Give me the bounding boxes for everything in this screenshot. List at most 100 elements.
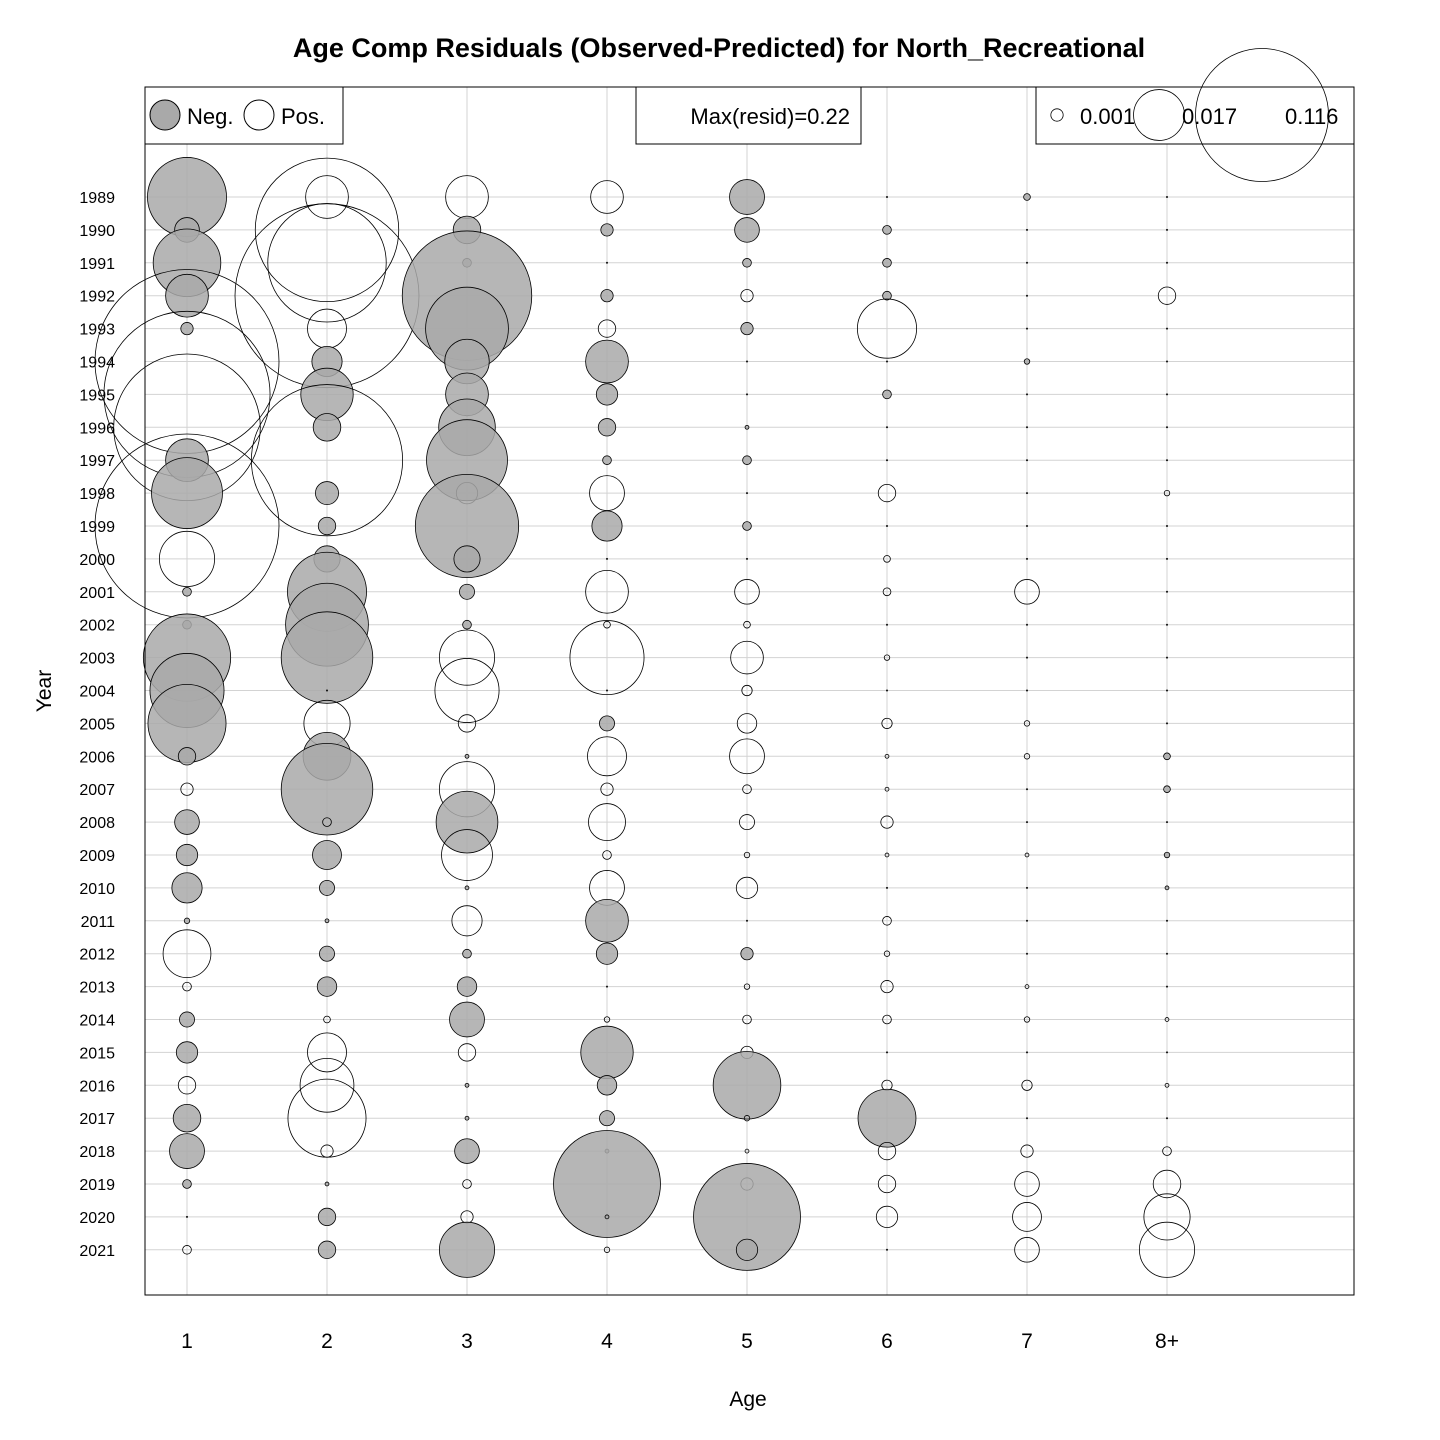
x-tick-label: 5 (741, 1330, 753, 1353)
bubble-positive (1157, 286, 1177, 305)
bubble-positive (886, 426, 889, 429)
bubble-negative (597, 418, 617, 437)
bubble-negative (180, 322, 194, 336)
x-tick-label: 6 (881, 1330, 893, 1353)
bubble-positive (1020, 1144, 1034, 1158)
y-tick-label: 2020 (79, 1210, 115, 1227)
y-tick-label: 2002 (79, 618, 115, 635)
bubble-positive (746, 360, 749, 363)
bubble-positive (1026, 459, 1029, 462)
bubble-negative (456, 976, 478, 997)
bubble-positive (162, 929, 212, 979)
y-tick-label: 2021 (79, 1243, 115, 1260)
bubble-negative (585, 339, 629, 384)
bubble-positive (1014, 1171, 1040, 1197)
bubble-positive (606, 261, 609, 264)
bubble-positive (1026, 393, 1029, 396)
bubble-positive (746, 919, 749, 922)
bubble-positive (1164, 1017, 1170, 1022)
legend-neg-label: Neg. (187, 104, 233, 129)
y-tick-label: 1995 (79, 387, 115, 404)
bubble-negative (324, 1181, 330, 1187)
bubble-positive (1014, 579, 1040, 605)
bubble-positive (886, 886, 889, 889)
bubble-negative (438, 1221, 496, 1278)
bubble-negative (1163, 752, 1171, 761)
bubble-positive (1166, 590, 1169, 593)
legend-size: 0.001 0.017 0.116 (1035, 48, 1355, 182)
bubble-positive (883, 555, 891, 563)
y-tick-label: 2003 (79, 651, 115, 668)
legend-pos-symbol (243, 99, 275, 131)
bubble-positive (588, 803, 626, 842)
bubble-positive (1166, 919, 1169, 922)
bubble-positive (1012, 1202, 1042, 1232)
bubble-positive (1166, 952, 1169, 955)
bubble-negative (462, 948, 472, 959)
y-tick-label: 2005 (79, 716, 115, 733)
bubble-positive (884, 852, 890, 858)
bubble-negative (882, 258, 892, 268)
bubble-negative (742, 455, 752, 465)
legend-neg-symbol (149, 99, 181, 131)
x-tick-label: 1 (181, 1330, 193, 1353)
y-tick-label: 2004 (79, 684, 115, 701)
y-tick-label: 2006 (79, 749, 115, 766)
bubble-negative (280, 743, 374, 836)
bubble-negative (599, 715, 615, 732)
bubble-negative (175, 843, 199, 867)
legend-sign: Neg. Pos. (144, 86, 344, 145)
bubble-negative (435, 790, 499, 854)
bubble-positive (606, 985, 609, 988)
bubble-positive (743, 1115, 751, 1122)
bubble-negative (580, 1025, 634, 1080)
bubble-positive (882, 587, 892, 597)
bubble-positive (1026, 1051, 1029, 1054)
bubble-negative (317, 516, 337, 536)
legend-max: Max(resid)=0.22 (635, 86, 862, 145)
bubble-positive (1166, 985, 1169, 988)
x-axis-label: Age (729, 1388, 766, 1411)
bubble-positive (1026, 294, 1029, 297)
bubble-positive (875, 1205, 899, 1228)
y-axis-label: Year (33, 670, 56, 712)
bubble-positive (886, 1248, 889, 1251)
bubble-positive (746, 492, 749, 495)
bubble-positive (884, 753, 890, 759)
bubble-negative (449, 1001, 485, 1038)
bubble-negative (414, 473, 520, 579)
bubble-negative (596, 1075, 618, 1096)
bubble-negative (175, 1041, 199, 1064)
x-tick-label: 4 (601, 1330, 613, 1353)
bubble-negative (882, 389, 892, 400)
bubble-positive (881, 717, 893, 729)
y-tick-label: 2013 (79, 980, 115, 997)
bubble-negative (165, 273, 209, 318)
y-tick-label: 1999 (79, 519, 115, 536)
bubble-positive (744, 1148, 750, 1154)
y-tick-label: 2007 (79, 782, 115, 799)
bubble-positive (325, 689, 328, 692)
bubble-negative (182, 1179, 192, 1189)
bubble-positive (1026, 261, 1029, 264)
bubble-positive (597, 319, 617, 338)
x-tick-label: 7 (1021, 1330, 1033, 1353)
bubble-positive (882, 1014, 892, 1025)
x-tick-label: 8+ (1155, 1330, 1179, 1353)
bubble-positive (734, 579, 760, 605)
y-tick-label: 2018 (79, 1144, 115, 1161)
y-tick-label: 2000 (79, 552, 115, 569)
bubble-negative (172, 1103, 202, 1133)
bubble-positive (877, 1174, 897, 1194)
bubble-positive (1166, 656, 1169, 659)
bubble-positive (735, 876, 759, 899)
bubble-positive (877, 1141, 897, 1161)
bubble-positive (322, 817, 332, 827)
bubble-positive (299, 1057, 355, 1113)
bubble-negative (585, 899, 629, 943)
bubble-negative (462, 619, 472, 630)
bubble-positive (1166, 261, 1169, 264)
legend-size-symbol (1133, 89, 1185, 141)
bubble-positive (1166, 228, 1169, 231)
bubble-negative (300, 367, 354, 421)
